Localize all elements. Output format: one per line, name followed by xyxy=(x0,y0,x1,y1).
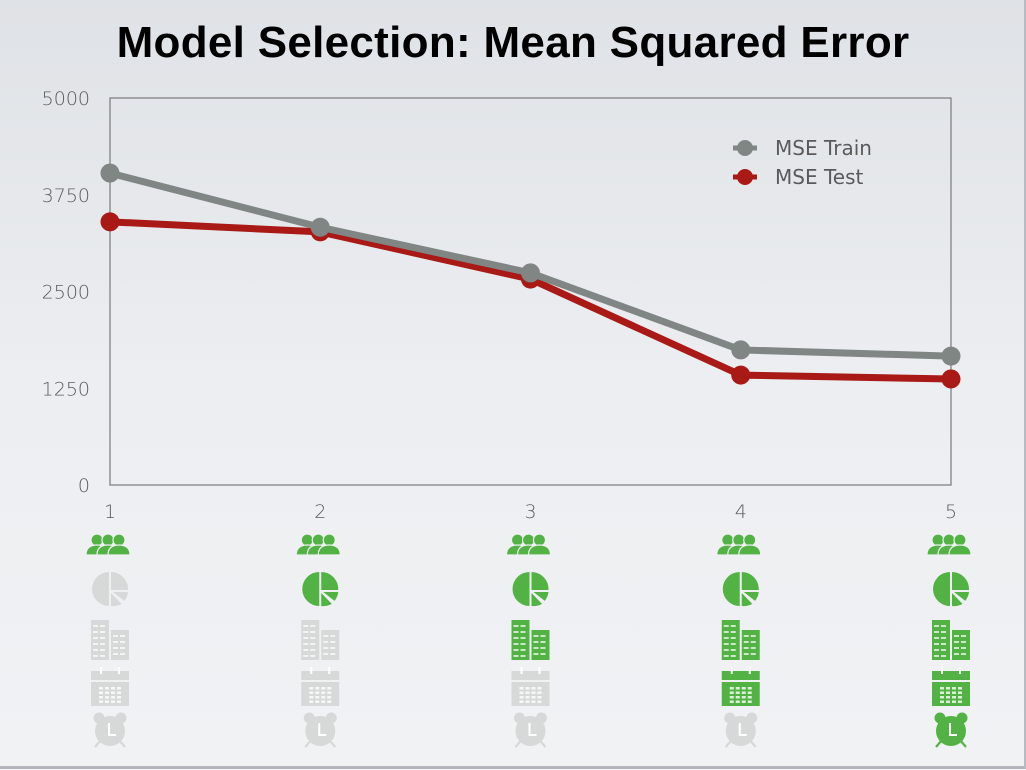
people-icon xyxy=(926,533,972,556)
buildings-icon xyxy=(511,620,550,660)
series-mse-train xyxy=(100,163,961,366)
x-tick-label: 4 xyxy=(735,501,747,523)
feature-icon-column-model-5 xyxy=(926,533,972,748)
buildings-icon xyxy=(301,620,340,660)
plot-frame xyxy=(109,97,952,486)
data-series xyxy=(100,163,961,389)
legend-label: MSE Test xyxy=(775,165,863,189)
y-tick-label: 1250 xyxy=(42,378,90,400)
pie-chart-icon xyxy=(512,572,549,607)
pie-chart-icon xyxy=(722,572,759,607)
alarm-clock-icon xyxy=(934,712,968,748)
buildings-icon xyxy=(721,620,760,660)
alarm-clock-icon xyxy=(93,712,127,748)
feature-icon-column-model-1 xyxy=(85,533,131,748)
buildings-icon xyxy=(932,620,970,660)
pie-chart-icon xyxy=(92,572,129,607)
data-point[interactable] xyxy=(731,365,751,385)
x-tick-label: 2 xyxy=(314,501,326,523)
y-axis-ticks: 5000 3750 2500 1250 0 xyxy=(42,88,90,497)
legend-swatch-dot xyxy=(737,169,753,185)
plot-area-border xyxy=(109,97,952,486)
pie-chart-icon xyxy=(302,572,339,607)
alarm-clock-icon xyxy=(724,712,758,748)
feature-icon-column-model-4 xyxy=(716,533,762,748)
buildings-icon xyxy=(91,620,129,660)
page-title: Model Selection: Mean Squared Error xyxy=(116,18,910,67)
legend-item: MSE Test xyxy=(733,165,863,189)
x-tick-label: 3 xyxy=(524,501,536,523)
y-tick-label: 3750 xyxy=(42,185,90,207)
calendar-icon xyxy=(301,667,340,706)
data-point[interactable] xyxy=(941,369,961,389)
y-tick-label: 2500 xyxy=(42,282,90,304)
data-point[interactable] xyxy=(100,212,120,232)
x-tick-label: 1 xyxy=(104,501,116,523)
feature-icon-column-model-3 xyxy=(505,533,552,748)
data-point[interactable] xyxy=(100,163,120,183)
alarm-clock-icon xyxy=(303,712,337,748)
data-point[interactable] xyxy=(310,217,330,237)
feature-icon-column-model-2 xyxy=(295,533,341,748)
calendar-icon xyxy=(511,667,550,706)
alarm-clock-icon xyxy=(514,712,547,748)
calendar-icon xyxy=(91,667,129,706)
feature-icons xyxy=(85,533,972,748)
x-tick-label: 5 xyxy=(945,501,957,523)
series-mse-test xyxy=(100,212,961,389)
people-icon xyxy=(505,533,552,556)
data-point[interactable] xyxy=(731,340,751,360)
people-icon xyxy=(85,533,131,556)
y-tick-label: 0 xyxy=(78,475,90,497)
calendar-icon xyxy=(721,667,760,706)
legend-swatch-dot xyxy=(737,140,753,156)
x-axis-ticks: 1 2 3 4 5 xyxy=(104,501,957,523)
people-icon xyxy=(295,533,341,556)
pie-chart-icon xyxy=(933,572,970,607)
calendar-icon xyxy=(932,667,970,706)
people-icon xyxy=(716,533,762,556)
legend: MSE Train MSE Test xyxy=(733,136,872,189)
legend-label: MSE Train xyxy=(775,136,872,160)
data-point[interactable] xyxy=(521,263,540,283)
legend-item: MSE Train xyxy=(733,136,872,160)
data-point[interactable] xyxy=(941,346,961,366)
y-tick-label: 5000 xyxy=(42,88,90,110)
